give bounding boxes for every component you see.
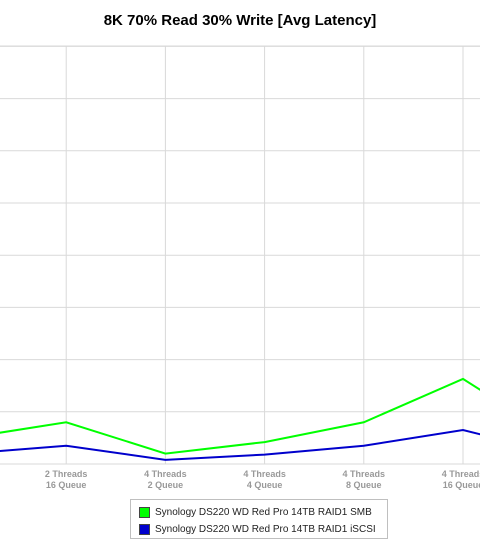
legend-label-smb: Synology DS220 WD Red Pro 14TB RAID1 SMB [155,506,372,518]
x-tick-label: 4 Threads 8 Queue [343,469,386,490]
series-line-iscsi [0,429,480,461]
legend-label-iscsi: Synology DS220 WD Red Pro 14TB RAID1 iSC… [155,523,376,535]
series-line-smb [0,377,480,455]
chart-title: 8K 70% Read 30% Write [Avg Latency] [103,12,377,29]
x-tick-label: 4 Threads 4 Queue [243,469,286,490]
x-tick-label: 2 Threads 16 Queue [45,469,88,490]
legend: Synology DS220 WD Red Pro 14TB RAID1 SMB… [130,499,388,539]
grid-lines [0,45,480,465]
series-lines [0,377,480,461]
legend-item-smb[interactable]: Synology DS220 WD Red Pro 14TB RAID1 SMB [139,504,372,520]
legend-swatch-smb [139,506,150,518]
legend-item-iscsi[interactable]: Synology DS220 WD Red Pro 14TB RAID1 iSC… [139,521,376,537]
legend-swatch-iscsi [139,523,150,535]
x-tick-label: 4 Threads 2 Queue [144,469,187,490]
